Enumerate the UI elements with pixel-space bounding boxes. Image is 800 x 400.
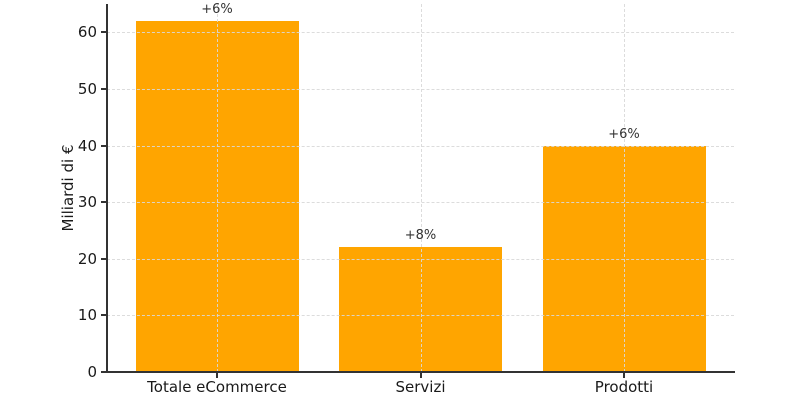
gridline-vertical [420, 4, 422, 372]
x-category-label: Servizi [395, 378, 446, 396]
x-category-label: Totale eCommerce [147, 378, 287, 396]
y-tick-mark [101, 371, 107, 373]
x-tick-mark [419, 373, 422, 378]
y-tick-label: 20 [77, 249, 97, 268]
y-axis-label: Miliardi di € [59, 144, 77, 232]
x-tick-mark [623, 373, 625, 378]
y-axis-spine [106, 4, 108, 373]
x-axis-spine [106, 371, 735, 373]
y-tick-mark [101, 201, 107, 204]
y-tick-label: 0 [87, 363, 97, 381]
y-tick-mark [101, 144, 107, 147]
plot-area [107, 4, 734, 372]
y-tick-mark [101, 257, 107, 260]
x-category-label: Prodotti [594, 378, 654, 396]
y-tick-label: 40 [77, 136, 97, 155]
y-tick-label: 60 [77, 23, 97, 42]
y-tick-mark [101, 314, 107, 317]
gridline-vertical [624, 4, 625, 372]
bar-annotation: +8% [404, 228, 437, 244]
bar-annotation: +6% [201, 1, 233, 17]
y-tick-label: 50 [77, 79, 97, 98]
y-tick-label: 10 [77, 306, 97, 325]
y-tick-label: 30 [77, 193, 97, 212]
x-tick-mark [216, 373, 218, 378]
bar-annotation: +6% [608, 126, 640, 142]
y-tick-mark [101, 87, 107, 90]
y-tick-mark [101, 31, 107, 34]
gridline-vertical [217, 4, 218, 372]
